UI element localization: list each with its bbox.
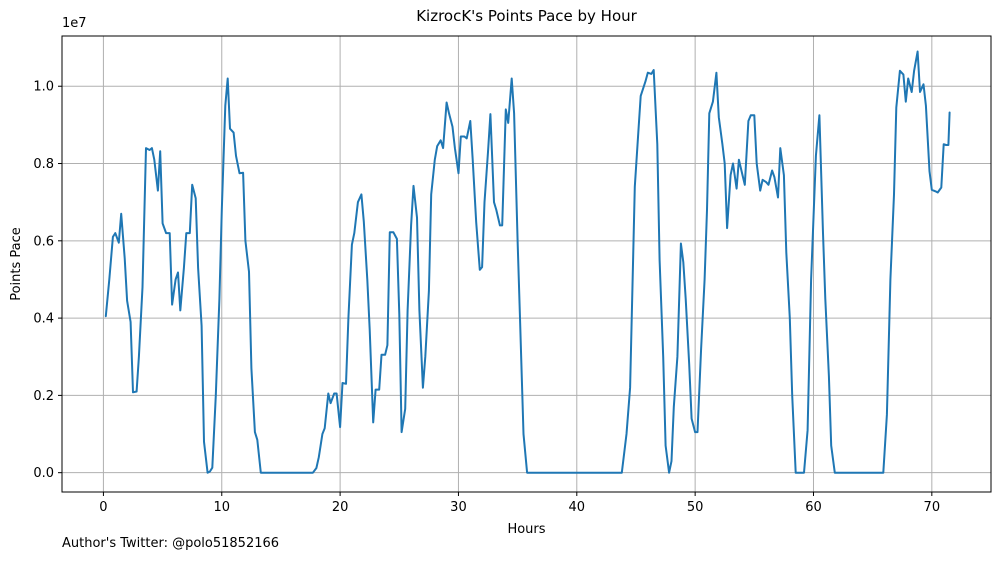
y-axis-label: Points Pace xyxy=(9,227,24,301)
y-tick-label: 0.6 xyxy=(33,234,54,249)
x-tick-label: 10 xyxy=(213,500,230,515)
x-tick-label: 0 xyxy=(99,500,107,515)
y-tick-label: 0.4 xyxy=(33,312,54,327)
y-tick-label: 0.2 xyxy=(33,389,54,404)
series-line xyxy=(104,50,951,474)
x-tick-label: 70 xyxy=(924,500,941,515)
x-tick-label: 20 xyxy=(332,500,349,515)
plot-frame xyxy=(61,35,992,493)
x-tick-label: 30 xyxy=(450,500,467,515)
grid-layer xyxy=(62,36,991,492)
x-tick-label: 50 xyxy=(687,500,704,515)
author-twitter-footer: Author's Twitter: @polo51852166 xyxy=(62,536,280,551)
x-axis-label: Hours xyxy=(507,522,545,537)
y-offset-label: 1e7 xyxy=(62,16,87,31)
y-tick-label: 1.0 xyxy=(33,80,54,95)
x-tick-label: 60 xyxy=(805,500,822,515)
y-tick-label: 0.8 xyxy=(33,157,54,172)
y-tick-label: 0.0 xyxy=(33,466,54,481)
x-tick-label: 40 xyxy=(569,500,586,515)
tick-layer: 0 10 20 30 40 50 60 70 0.0 0.2 0.4 0.6 0.8 1.0 xyxy=(33,80,940,515)
chart-title: KizrocK's Points Pace by Hour xyxy=(416,7,637,25)
